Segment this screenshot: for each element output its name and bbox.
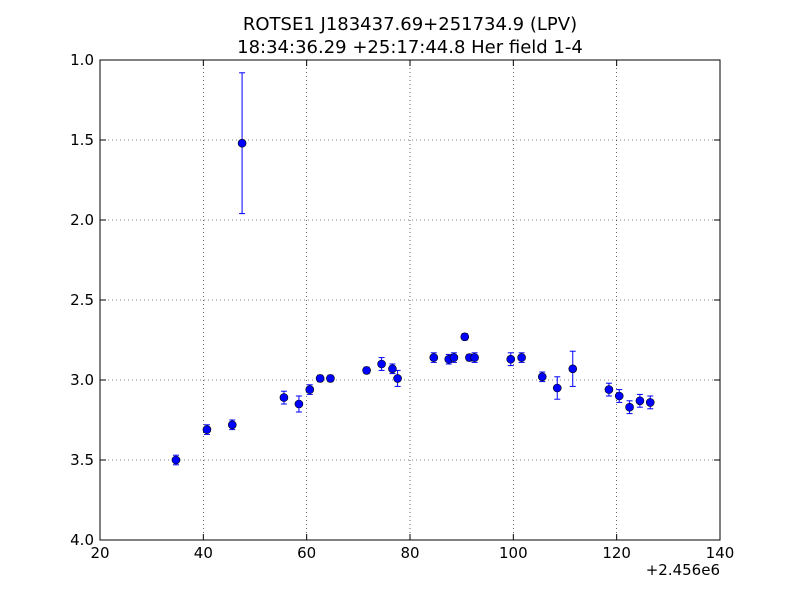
data-point	[305, 385, 315, 394]
data-point	[279, 393, 289, 402]
data-point	[171, 455, 181, 465]
y-tick-label: 1.5	[70, 131, 94, 149]
data-point	[237, 138, 247, 148]
x-tick-label: 80	[400, 544, 419, 562]
y-tick-label: 2.0	[70, 211, 94, 229]
data-point	[625, 402, 634, 412]
data-point	[645, 398, 655, 407]
data-point	[294, 399, 304, 409]
tick-labels: 20 40 60 80 100 120 140 1.0 1.5 2.0 2.5 3.0 3.5 4.0	[70, 51, 734, 562]
data-point	[635, 396, 645, 406]
x-tick-label: 40	[194, 544, 213, 562]
plot-area-frame	[99, 59, 721, 541]
y-tick-label: 3.0	[70, 371, 94, 389]
y-tick-label: 3.5	[70, 451, 94, 469]
data-point	[449, 353, 459, 362]
y-tick-label: 4.0	[70, 531, 94, 549]
data-points	[171, 138, 655, 465]
x-tick-label: 60	[297, 544, 316, 562]
data-point	[506, 354, 516, 364]
y-tick-label: 2.5	[70, 291, 94, 309]
chart-title-line-1: ROTSE1 J183437.69+251734.9 (LPV)	[243, 14, 577, 35]
x-tick-label: 100	[499, 544, 528, 562]
data-point	[315, 374, 325, 383]
data-point	[614, 391, 624, 401]
data-point	[326, 374, 335, 383]
data-point	[393, 374, 402, 383]
x-tick-label: 20	[90, 544, 109, 562]
y-tick-label: 1.0	[70, 51, 94, 69]
data-point	[429, 353, 439, 362]
x-tick-label: 140	[706, 544, 735, 562]
data-point	[604, 385, 614, 394]
data-point	[537, 372, 547, 382]
data-point	[517, 353, 526, 362]
x-tick-label: 120	[602, 544, 631, 562]
chart-title-line-2: 18:34:36.29 +25:17:44.8 Her field 1-4	[237, 37, 583, 58]
data-point	[568, 364, 578, 374]
data-point	[470, 353, 479, 362]
data-point	[377, 359, 386, 369]
x-offset-label: +2.456e6	[646, 561, 720, 579]
data-point	[460, 332, 470, 342]
data-point	[202, 425, 212, 434]
grid-lines	[100, 60, 720, 540]
data-point	[362, 366, 371, 375]
data-point	[388, 364, 397, 374]
data-point	[552, 383, 562, 393]
data-point	[227, 420, 237, 430]
